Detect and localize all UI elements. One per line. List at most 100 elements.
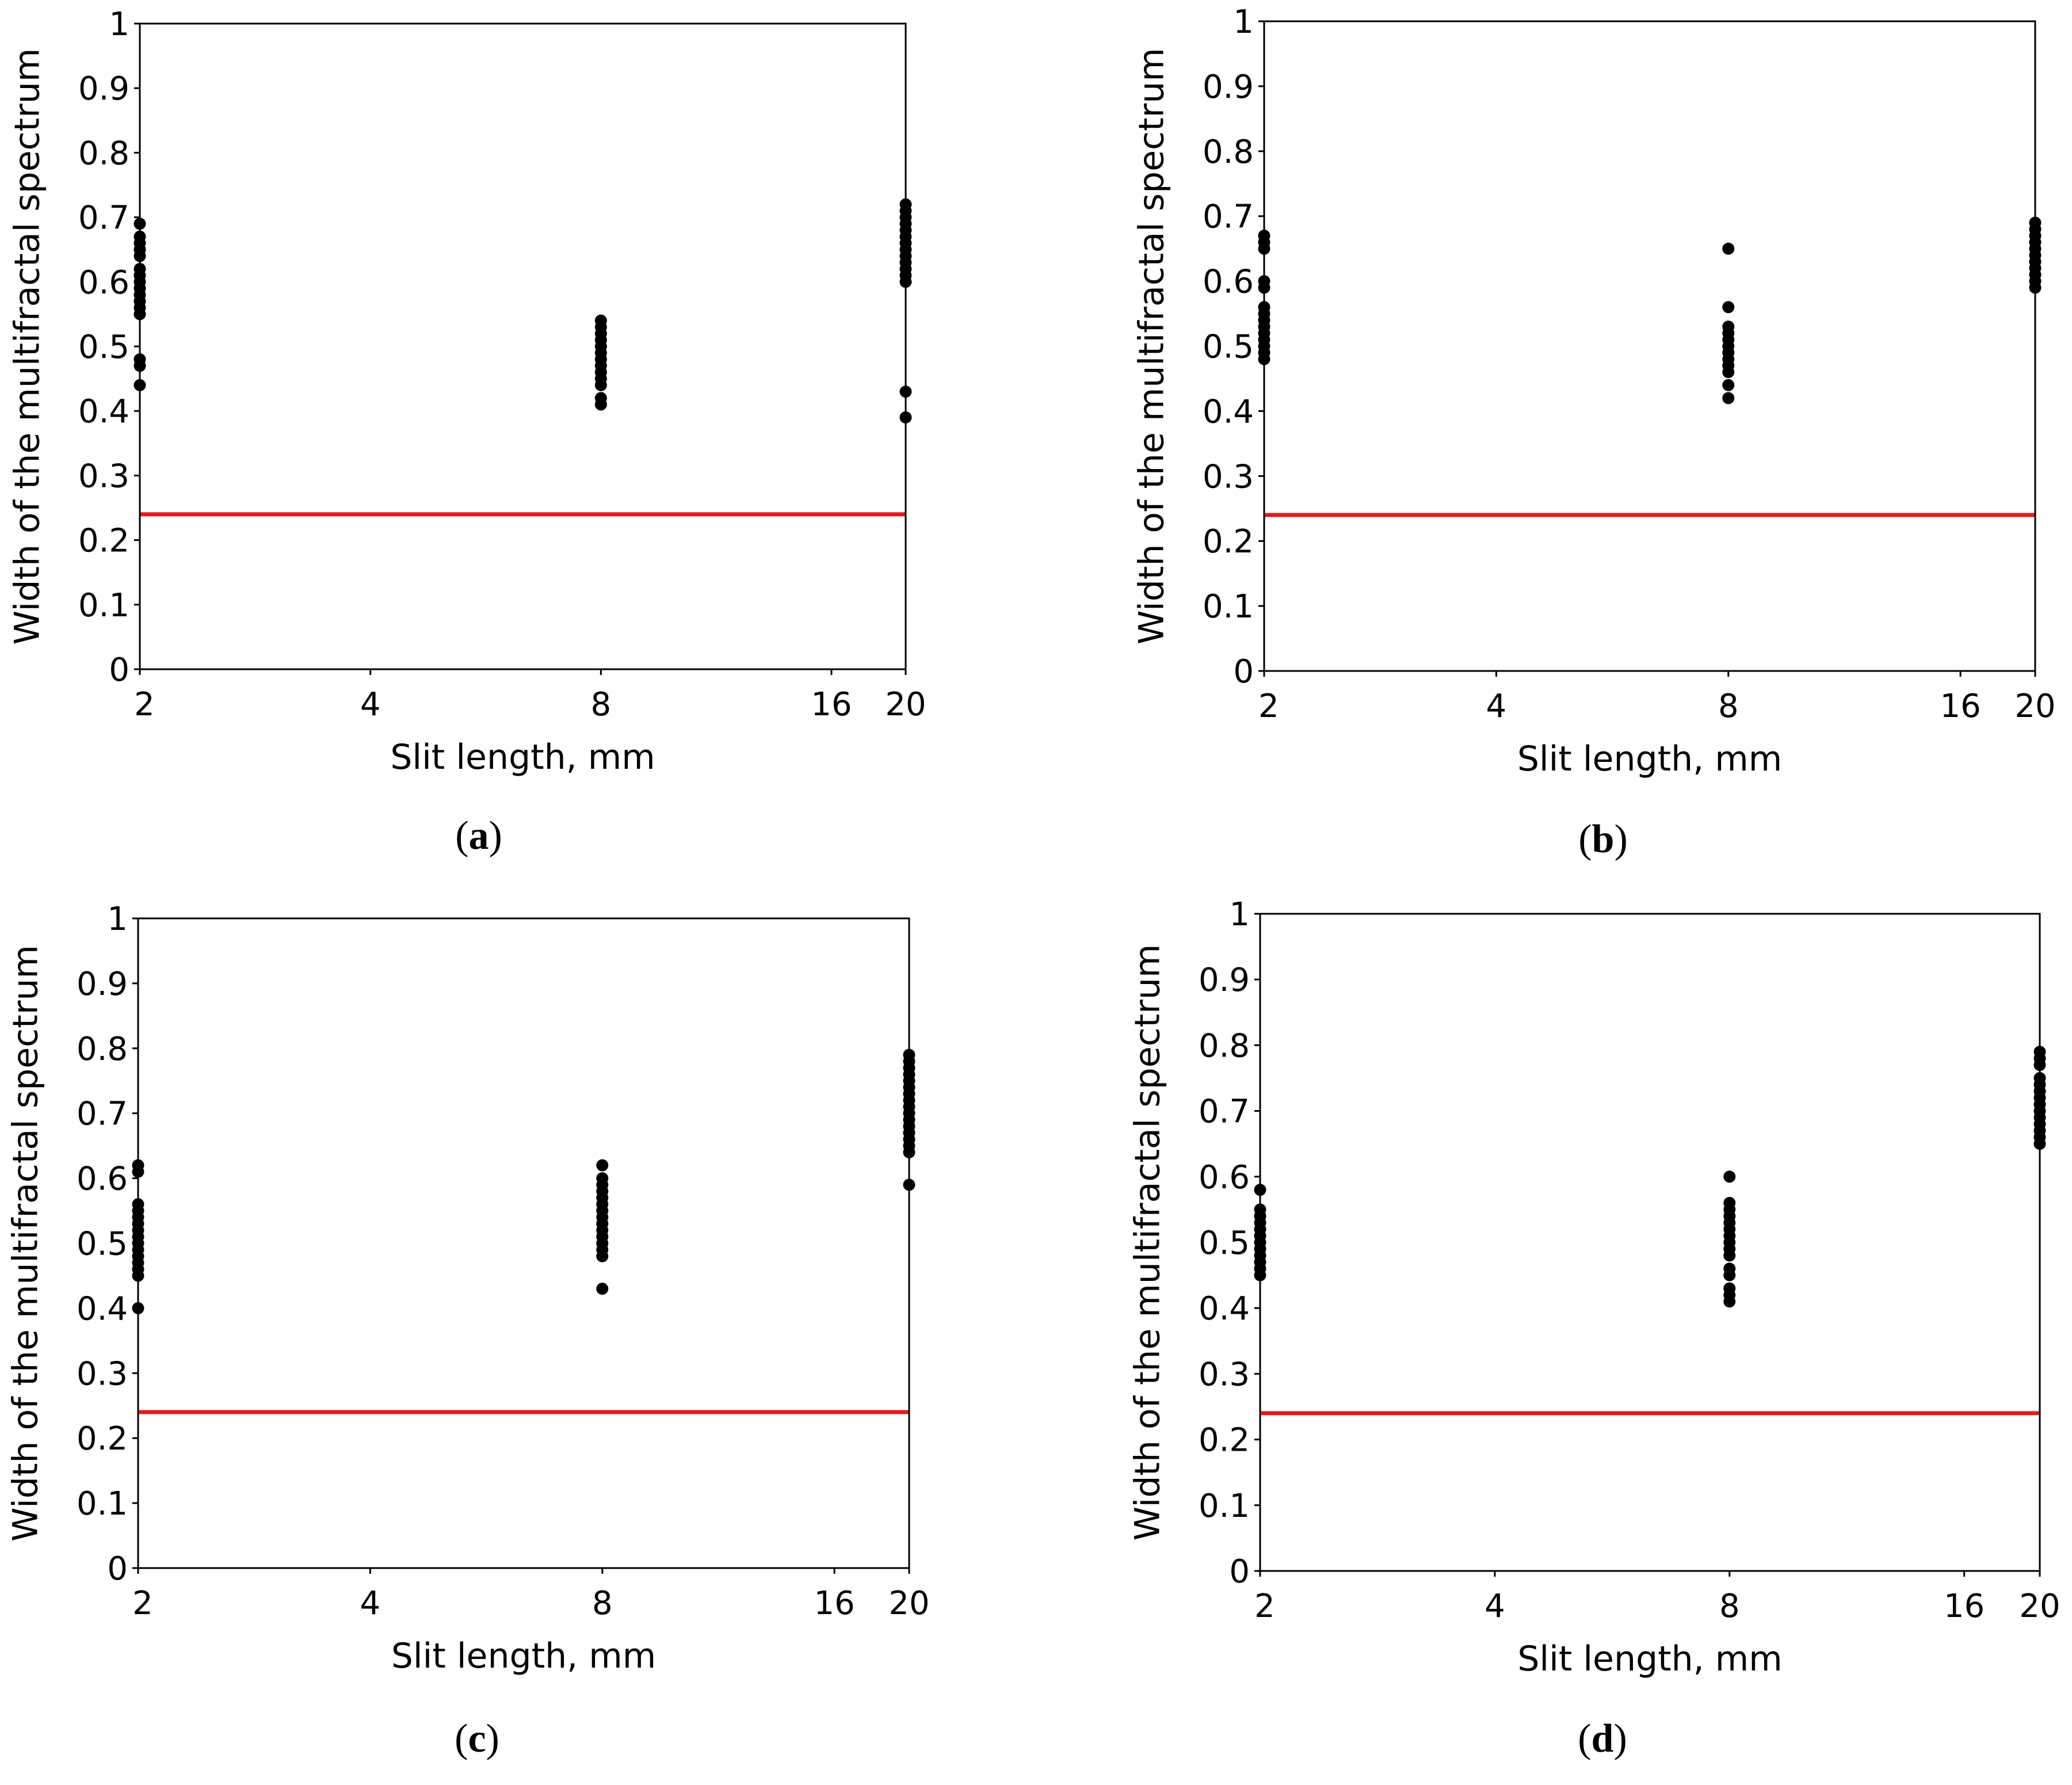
data-point: [1723, 1295, 1736, 1308]
x-tick-label: 16: [1944, 1588, 1985, 1625]
x-axis-title: Slit length, mm: [1517, 1639, 1782, 1679]
x-tick-label: 4: [1485, 1588, 1505, 1625]
y-tick-label: 0.5: [77, 1226, 128, 1263]
y-tick-label: 1: [1229, 896, 1250, 933]
x-tick-label: 8: [591, 686, 612, 723]
y-tick-label: 0.1: [1203, 588, 1254, 625]
x-tick-label: 20: [885, 686, 926, 723]
y-tick-label: 0.4: [77, 1290, 128, 1328]
x-tick-label: 20: [888, 1585, 929, 1622]
x-tick-label: 8: [1719, 1588, 1740, 1625]
data-point: [133, 218, 146, 230]
y-axis-title: Width of the multifractal spectrum: [1132, 48, 1172, 644]
data-point: [596, 1250, 609, 1263]
y-tick-label: 0.3: [1199, 1356, 1250, 1393]
plot-frame: [139, 22, 907, 670]
y-tick-label: 0.6: [1199, 1159, 1250, 1196]
y-axis-title: Width of the multifractal spectrum: [7, 48, 48, 645]
data-point: [132, 1165, 144, 1178]
y-tick-label: 0.5: [1199, 1225, 1250, 1262]
y-tick-label: 0.9: [78, 70, 129, 108]
data-point: [132, 1269, 144, 1282]
y-tick-label: 0: [109, 651, 129, 689]
x-tick-label: 4: [360, 686, 381, 723]
x-axis-title: Slit length, mm: [390, 737, 655, 777]
y-axis-title: Width of the multifractal spectrum: [1128, 944, 1168, 1541]
data-point: [1723, 1170, 1736, 1183]
y-tick-label: 0.7: [1199, 1093, 1250, 1131]
y-tick-label: 1: [1233, 3, 1254, 41]
data-point: [1722, 366, 1735, 379]
x-tick-label: 8: [1718, 688, 1739, 725]
y-tick-label: 0: [1233, 653, 1254, 691]
y-tick-label: 0.9: [1199, 962, 1250, 999]
y-tick-label: 0.8: [1199, 1027, 1250, 1065]
panel-label: (a): [455, 814, 502, 858]
x-tick-label: 16: [1940, 688, 1981, 725]
plot-frame: [137, 917, 910, 1569]
chart-panel-d: 0 0.1 0.2 0.3 0.4 0.5 0.6 0.7 0.8 0.9 1 2 4 8 16 20 Slit…: [1128, 896, 2060, 1761]
data-point: [133, 308, 146, 321]
data-point: [1722, 392, 1735, 405]
y-tick-label: 1: [109, 6, 129, 43]
y-tick-label: 0.2: [78, 522, 129, 560]
y-tick-label: 0: [107, 1550, 128, 1588]
y-tick-label: 0.2: [1203, 523, 1254, 560]
y-tick-label: 0.6: [77, 1161, 128, 1198]
data-point: [1258, 353, 1270, 365]
x-tick-label: 20: [2019, 1588, 2060, 1625]
data-point: [2033, 1059, 2046, 1071]
y-tick-label: 0.1: [78, 587, 129, 624]
chart-panel-b: 0 0.1 0.2 0.3 0.4 0.5 0.6 0.7 0.8 0.9 1 2 4 8 16 20 Slit…: [1132, 3, 2056, 861]
y-tick-label: 0: [1229, 1553, 1250, 1591]
y-tick-label: 0.7: [77, 1096, 128, 1133]
x-tick-label: 4: [360, 1585, 381, 1622]
x-tick-label: 16: [811, 686, 852, 723]
plot-frame: [1263, 20, 2036, 672]
panel-label: (d): [1578, 1717, 1627, 1761]
y-tick-label: 0.5: [1203, 329, 1254, 366]
data-point: [1258, 242, 1270, 255]
data-point: [1254, 1269, 1266, 1281]
x-tick-label: 20: [2014, 688, 2055, 725]
y-tick-label: 0.3: [77, 1355, 128, 1393]
data-point: [903, 1146, 915, 1158]
y-tick-label: 0.8: [77, 1031, 128, 1068]
x-tick-label: 2: [132, 1585, 153, 1622]
y-axis-title: Width of the multifractal spectrum: [6, 945, 46, 1542]
y-tick-label: 0.8: [78, 135, 129, 172]
y-tick-label: 0.2: [1199, 1422, 1250, 1459]
data-point: [903, 1178, 915, 1191]
y-tick-label: 0.3: [1203, 458, 1254, 495]
y-tick-label: 0.1: [77, 1485, 128, 1523]
y-tick-label: 0.4: [1199, 1290, 1250, 1328]
x-axis-title: Slit length, mm: [1517, 739, 1782, 779]
y-tick-label: 0.9: [77, 966, 128, 1003]
x-tick-label: 8: [592, 1585, 613, 1622]
data-point: [594, 398, 607, 411]
x-tick-label: 4: [1486, 688, 1507, 725]
y-tick-label: 0.7: [78, 200, 129, 237]
data-point: [596, 1159, 609, 1172]
data-point: [2029, 281, 2042, 294]
x-tick-label: 2: [1258, 688, 1279, 725]
panel-label: (c): [455, 1717, 499, 1761]
y-tick-label: 0.6: [78, 264, 129, 302]
chart-panel-a: 0 0.1 0.2 0.3 0.4 0.5 0.6 0.7 0.8 0.9 1 2 4 8 16 20 Slit…: [7, 6, 926, 858]
data-point: [1254, 1184, 1266, 1196]
y-tick-label: 0.3: [78, 457, 129, 495]
data-point: [899, 386, 912, 398]
panel-label: (b): [1578, 817, 1628, 861]
data-point: [596, 1283, 609, 1295]
data-point: [1722, 242, 1735, 255]
y-tick-label: 0.6: [1203, 264, 1254, 301]
x-axis-title: Slit length, mm: [391, 1636, 656, 1676]
data-point: [1258, 281, 1270, 294]
x-tick-label: 16: [814, 1585, 855, 1622]
y-tick-label: 0.7: [1203, 199, 1254, 236]
y-tick-label: 0.4: [78, 393, 129, 430]
chart-panel-c: 0 0.1 0.2 0.3 0.4 0.5 0.6 0.7 0.8 0.9 1 2 4 8 16 20 Slit…: [6, 901, 930, 1761]
y-tick-label: 0.8: [1203, 134, 1254, 171]
data-point: [899, 276, 912, 288]
